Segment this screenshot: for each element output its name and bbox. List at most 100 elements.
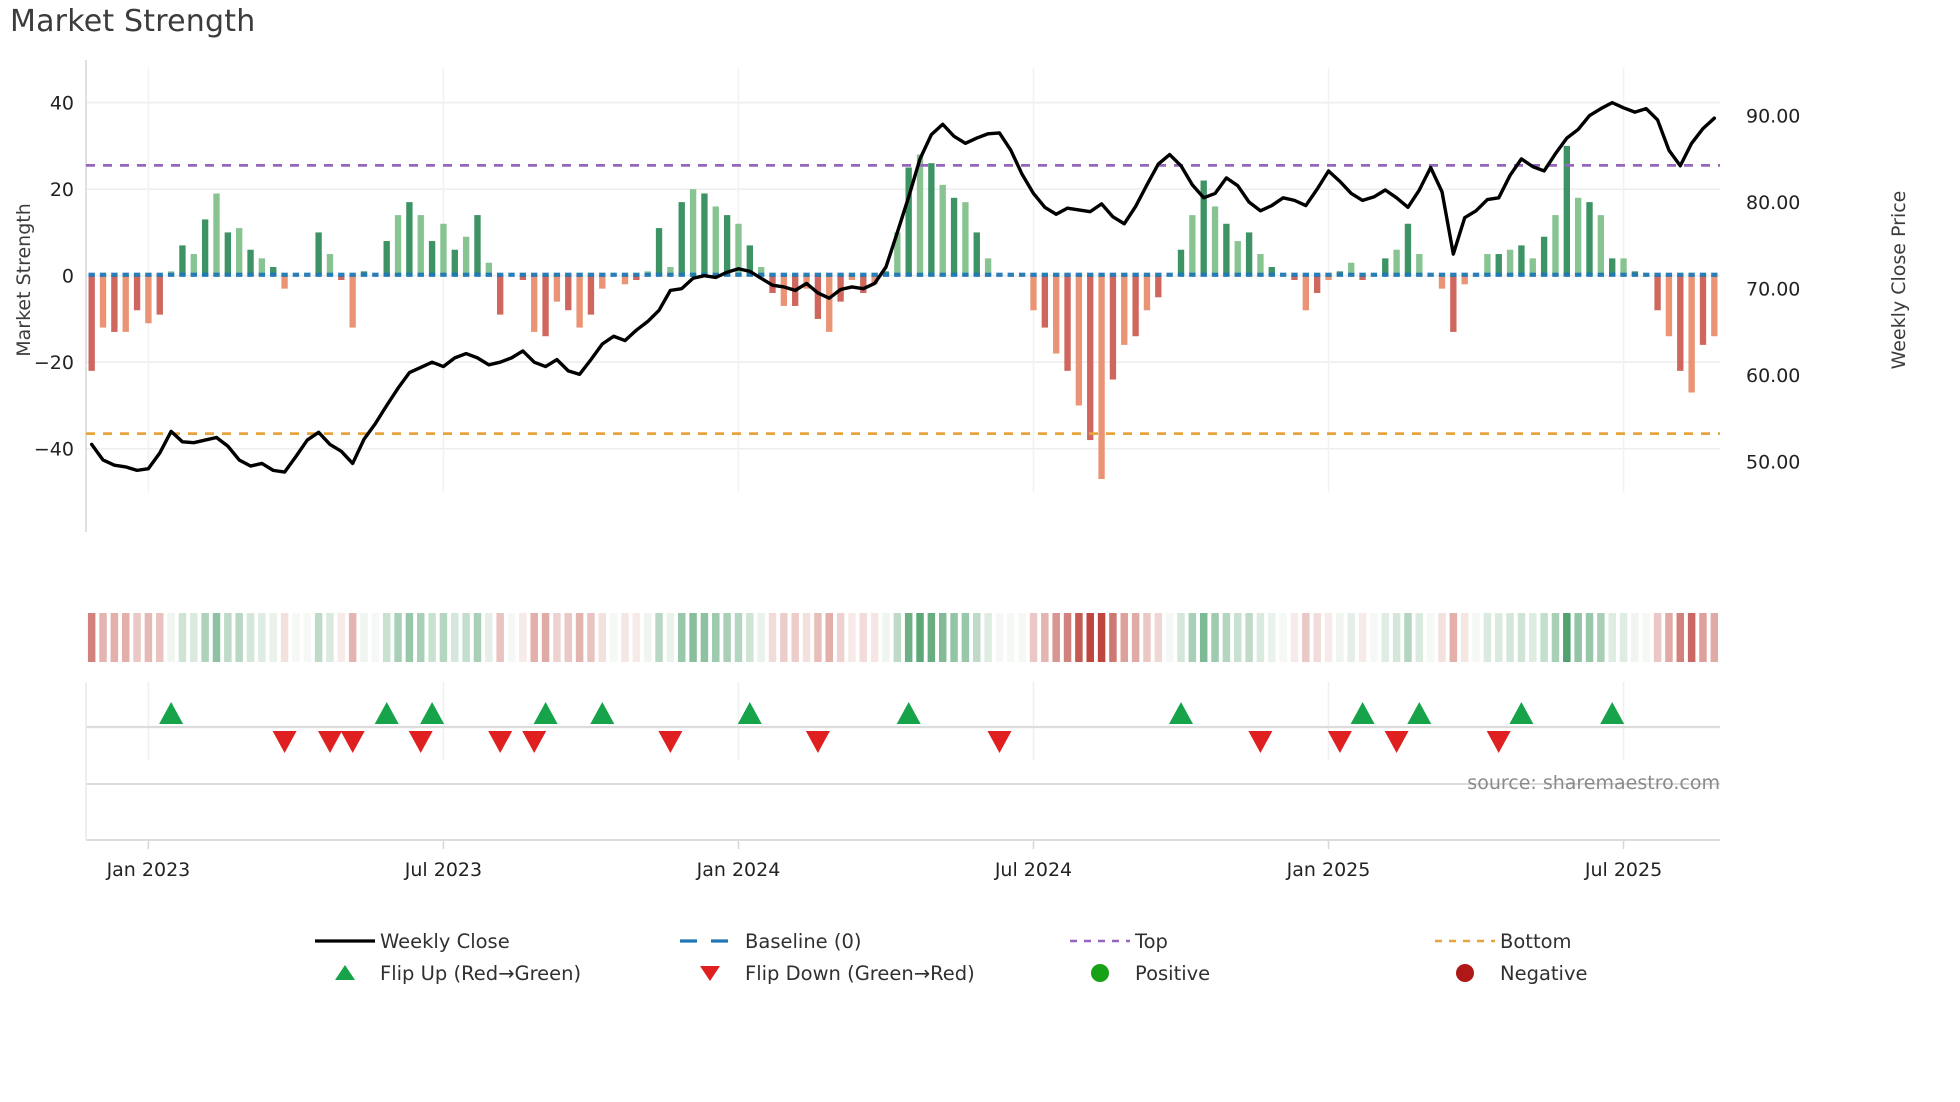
heat-strip-cell <box>348 613 357 662</box>
y2-axis-title: Weekly Close Price <box>1888 191 1910 370</box>
legend-label: Flip Up (Red→Green) <box>380 961 582 985</box>
y2-axis-tick: 90.00 <box>1746 106 1800 128</box>
heat-strip-cell <box>1245 613 1253 662</box>
legend-item-positive[interactable]: Positive <box>1065 957 1210 989</box>
strength-bar <box>962 202 969 276</box>
heat-strip-cell <box>1415 613 1424 662</box>
strength-bar <box>1132 275 1139 337</box>
heat-strip-cell <box>1370 613 1378 662</box>
line-dotted-orange-icon <box>1435 939 1495 943</box>
legend-item-top[interactable]: Top <box>1065 925 1168 957</box>
strength-bar <box>451 249 458 276</box>
flip-down-marker <box>805 731 830 753</box>
strength-bar <box>1177 249 1185 276</box>
heat-strip-cell <box>87 613 96 662</box>
strength-bar <box>315 232 322 276</box>
strength-bar <box>394 215 402 276</box>
heat-strip-cell <box>916 613 924 662</box>
x-axis-tick: Jan 2023 <box>106 859 191 881</box>
heat-strip-cell <box>1438 613 1446 662</box>
strength-bar <box>1143 275 1151 311</box>
y-axis-tick: 0 <box>62 266 74 288</box>
heat-strip-cell <box>1211 613 1219 662</box>
heat-strip-cell <box>280 613 289 662</box>
strength-bars <box>88 145 1718 480</box>
legend-item-flip-down[interactable]: Flip Down (Green→Red) <box>675 957 975 989</box>
heat-strip-cell <box>1120 613 1129 662</box>
heat-strip-cell <box>473 613 482 662</box>
strength-heat-strip <box>87 613 1719 662</box>
heat-strip-cell <box>904 613 913 662</box>
legend-item-baseline[interactable]: Baseline (0) <box>675 925 862 957</box>
strength-bar <box>1552 215 1559 276</box>
strength-bar <box>338 275 345 280</box>
strength-bar <box>1291 275 1298 280</box>
strength-bar <box>1087 275 1094 441</box>
y-axis-title: Market Strength <box>13 203 35 357</box>
strength-bar <box>1064 275 1071 371</box>
y2-axis-tick: 70.00 <box>1746 279 1800 301</box>
heat-strip-cell <box>1517 613 1526 662</box>
strength-bar <box>1234 241 1241 276</box>
strength-bar <box>1155 275 1162 298</box>
strength-bar <box>678 202 685 276</box>
heat-strip-cell <box>1529 613 1537 662</box>
heat-strip-cell <box>575 613 584 662</box>
legend-item-flip-up[interactable]: Flip Up (Red→Green) <box>310 957 581 989</box>
heat-strip-cell <box>201 613 209 662</box>
heat-strip-cell <box>1131 613 1140 662</box>
strength-bar <box>939 184 946 276</box>
heat-strip-cell <box>1392 613 1401 662</box>
strength-bar <box>111 275 118 332</box>
strength-bar <box>270 267 277 276</box>
strength-bar <box>667 267 674 276</box>
legend-item-bottom[interactable]: Bottom <box>1430 925 1572 957</box>
flip-up-marker <box>420 702 445 724</box>
heat-strip-cell <box>235 613 243 662</box>
strength-bar <box>1223 223 1230 276</box>
heat-strip-cell <box>462 613 470 662</box>
flip-down-marker <box>522 731 547 753</box>
heat-strip-cell <box>1483 613 1492 662</box>
flip-down-marker <box>340 731 365 753</box>
strength-bar <box>247 249 254 276</box>
strength-bar <box>735 223 742 276</box>
heat-strip-cell <box>564 613 572 662</box>
heat-strip-cell <box>439 613 448 662</box>
strength-bar <box>383 241 390 276</box>
strength-bar <box>1609 258 1616 276</box>
heat-strip-cell <box>1699 613 1707 662</box>
x-axis-tick: Jul 2023 <box>404 859 482 881</box>
heat-strip-cell <box>246 613 255 662</box>
strength-bar <box>1529 258 1536 276</box>
flip-up-marker <box>159 702 184 724</box>
triangle-down-icon <box>700 966 720 981</box>
strength-bar <box>928 163 935 276</box>
strength-bar <box>88 275 95 371</box>
strength-bar <box>814 275 822 319</box>
strength-bar <box>179 245 186 276</box>
line-solid-black-icon <box>315 939 375 943</box>
legend-item-weekly-close[interactable]: Weekly Close <box>310 925 510 957</box>
strength-bar <box>1620 258 1627 276</box>
strength-bar <box>1563 145 1570 276</box>
heat-strip-cell <box>121 613 130 662</box>
heat-strip-cell <box>337 613 346 662</box>
heat-strip-cell <box>485 613 493 662</box>
heat-strip-cell <box>212 613 221 662</box>
strength-bar <box>1393 249 1400 276</box>
chart-legend: Weekly Close Baseline (0) Top Bottom Fli… <box>0 925 1960 1035</box>
legend-item-negative[interactable]: Negative <box>1430 957 1588 989</box>
heat-strip-cell <box>156 613 164 662</box>
heat-strip-cell <box>1222 613 1231 662</box>
heat-strip-cell <box>1551 613 1560 662</box>
heat-strip-cell <box>1540 613 1548 662</box>
heat-strip-cell <box>802 613 811 662</box>
heat-strip-cell <box>382 613 391 662</box>
strength-bar <box>428 241 436 276</box>
strength-bar <box>621 275 629 285</box>
strength-bar <box>1677 275 1684 371</box>
strength-bar <box>1495 254 1502 276</box>
strength-bar <box>326 254 334 276</box>
heat-strip-cell <box>1653 613 1662 662</box>
